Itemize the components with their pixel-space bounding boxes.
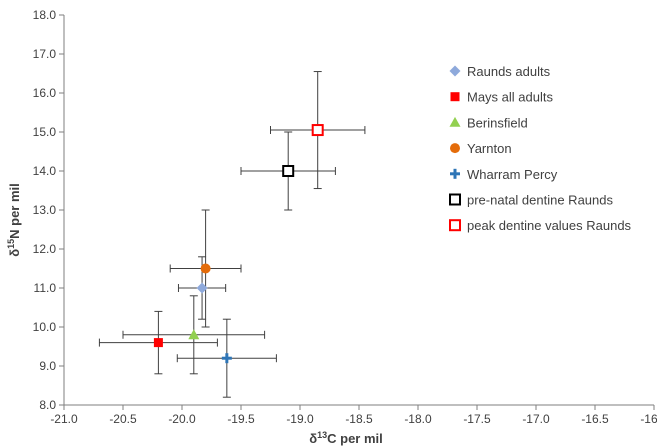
data-point [311,124,324,137]
legend-item: peak dentine values Raunds [449,218,632,233]
x-tick-label: -16.5 [581,412,609,426]
x-tick-label: -17.5 [463,412,491,426]
y-tick-label: 8.0 [39,398,56,412]
legend-symbol [449,219,461,232]
x-tick-label: -19.0 [286,412,314,426]
data-point [196,282,208,294]
y-tick-label: 15.0 [33,125,57,139]
y-tick-label: 18.0 [33,8,57,22]
y-tick-label: 9.0 [39,359,56,373]
x-tick-label: -16.0 [640,412,657,426]
legend-item: pre-natal dentine Raunds [449,193,613,208]
axes: -21.0 -20.5 -20.0 -19.5 -19.0 -18.5 -18.0 -17.5… [33,8,657,426]
y-axis-title-delta: δ [7,249,22,257]
y-tick-label: 12.0 [33,242,57,256]
x-tick-label: -18.0 [404,412,432,426]
y-tick-label: 13.0 [33,203,57,217]
markers [153,124,324,364]
data-point [153,338,163,348]
legend-label: pre-natal dentine Raunds [467,193,613,208]
legend-item: Wharram Percy [450,167,558,182]
x-tick-label: -20.5 [109,412,137,426]
legend-symbol [449,116,461,127]
legend-label: peak dentine values Raunds [467,218,632,233]
y-tick-label: 16.0 [33,86,57,100]
y-ticks: 8.0 9.0 10.0 11.0 12.0 13.0 14.0 15.0 16.0 17.0 18… [33,8,64,412]
legend-label: Wharram Percy [467,167,558,182]
legend-item: Raunds adults [449,64,551,79]
legend-item: Yarnton [450,141,512,156]
legend-symbol [450,143,460,154]
y-tick-label: 10.0 [33,320,57,334]
data-point [282,165,295,177]
x-tick-label: -21.0 [50,412,78,426]
x-axis-title-rest: C per mil [327,431,383,446]
legend-label: Raunds adults [467,64,551,79]
y-axis-title-rest: N per mil [7,183,22,239]
legend-symbol [449,193,461,206]
legend-item: Mays all adults [450,90,553,105]
x-ticks: -21.0 -20.5 -20.0 -19.5 -19.0 -18.5 -18.0 -17.5… [50,405,657,426]
y-axis-title: δ15N per mil [6,183,22,257]
x-axis-title-sup: 13 [317,430,327,440]
y-tick-label: 17.0 [33,47,57,61]
data-point [188,329,200,340]
legend-label: Yarnton [467,141,512,156]
x-tick-label: -18.5 [345,412,373,426]
x-tick-label: -17.0 [522,412,550,426]
legend-label: Mays all adults [467,90,553,105]
y-tick-label: 14.0 [33,164,57,178]
legend-symbol [449,65,461,77]
legend: Raunds adults Mays all adults Berinsfield Y… [449,64,632,233]
error-bars [98,71,366,398]
legend-symbol [450,92,460,102]
y-axis-title-sup: 15 [6,239,16,249]
data-point [200,263,211,274]
x-axis-title: δ13C per mil [309,430,383,446]
x-tick-label: -19.5 [227,412,255,426]
legend-label: Berinsfield [467,115,528,130]
data-point [221,353,232,364]
legend-item: Berinsfield [449,115,528,130]
x-tick-label: -20.0 [168,412,196,426]
legend-symbol [450,168,460,179]
x-axis-title-delta: δ [309,431,317,446]
y-tick-label: 11.0 [34,281,57,295]
